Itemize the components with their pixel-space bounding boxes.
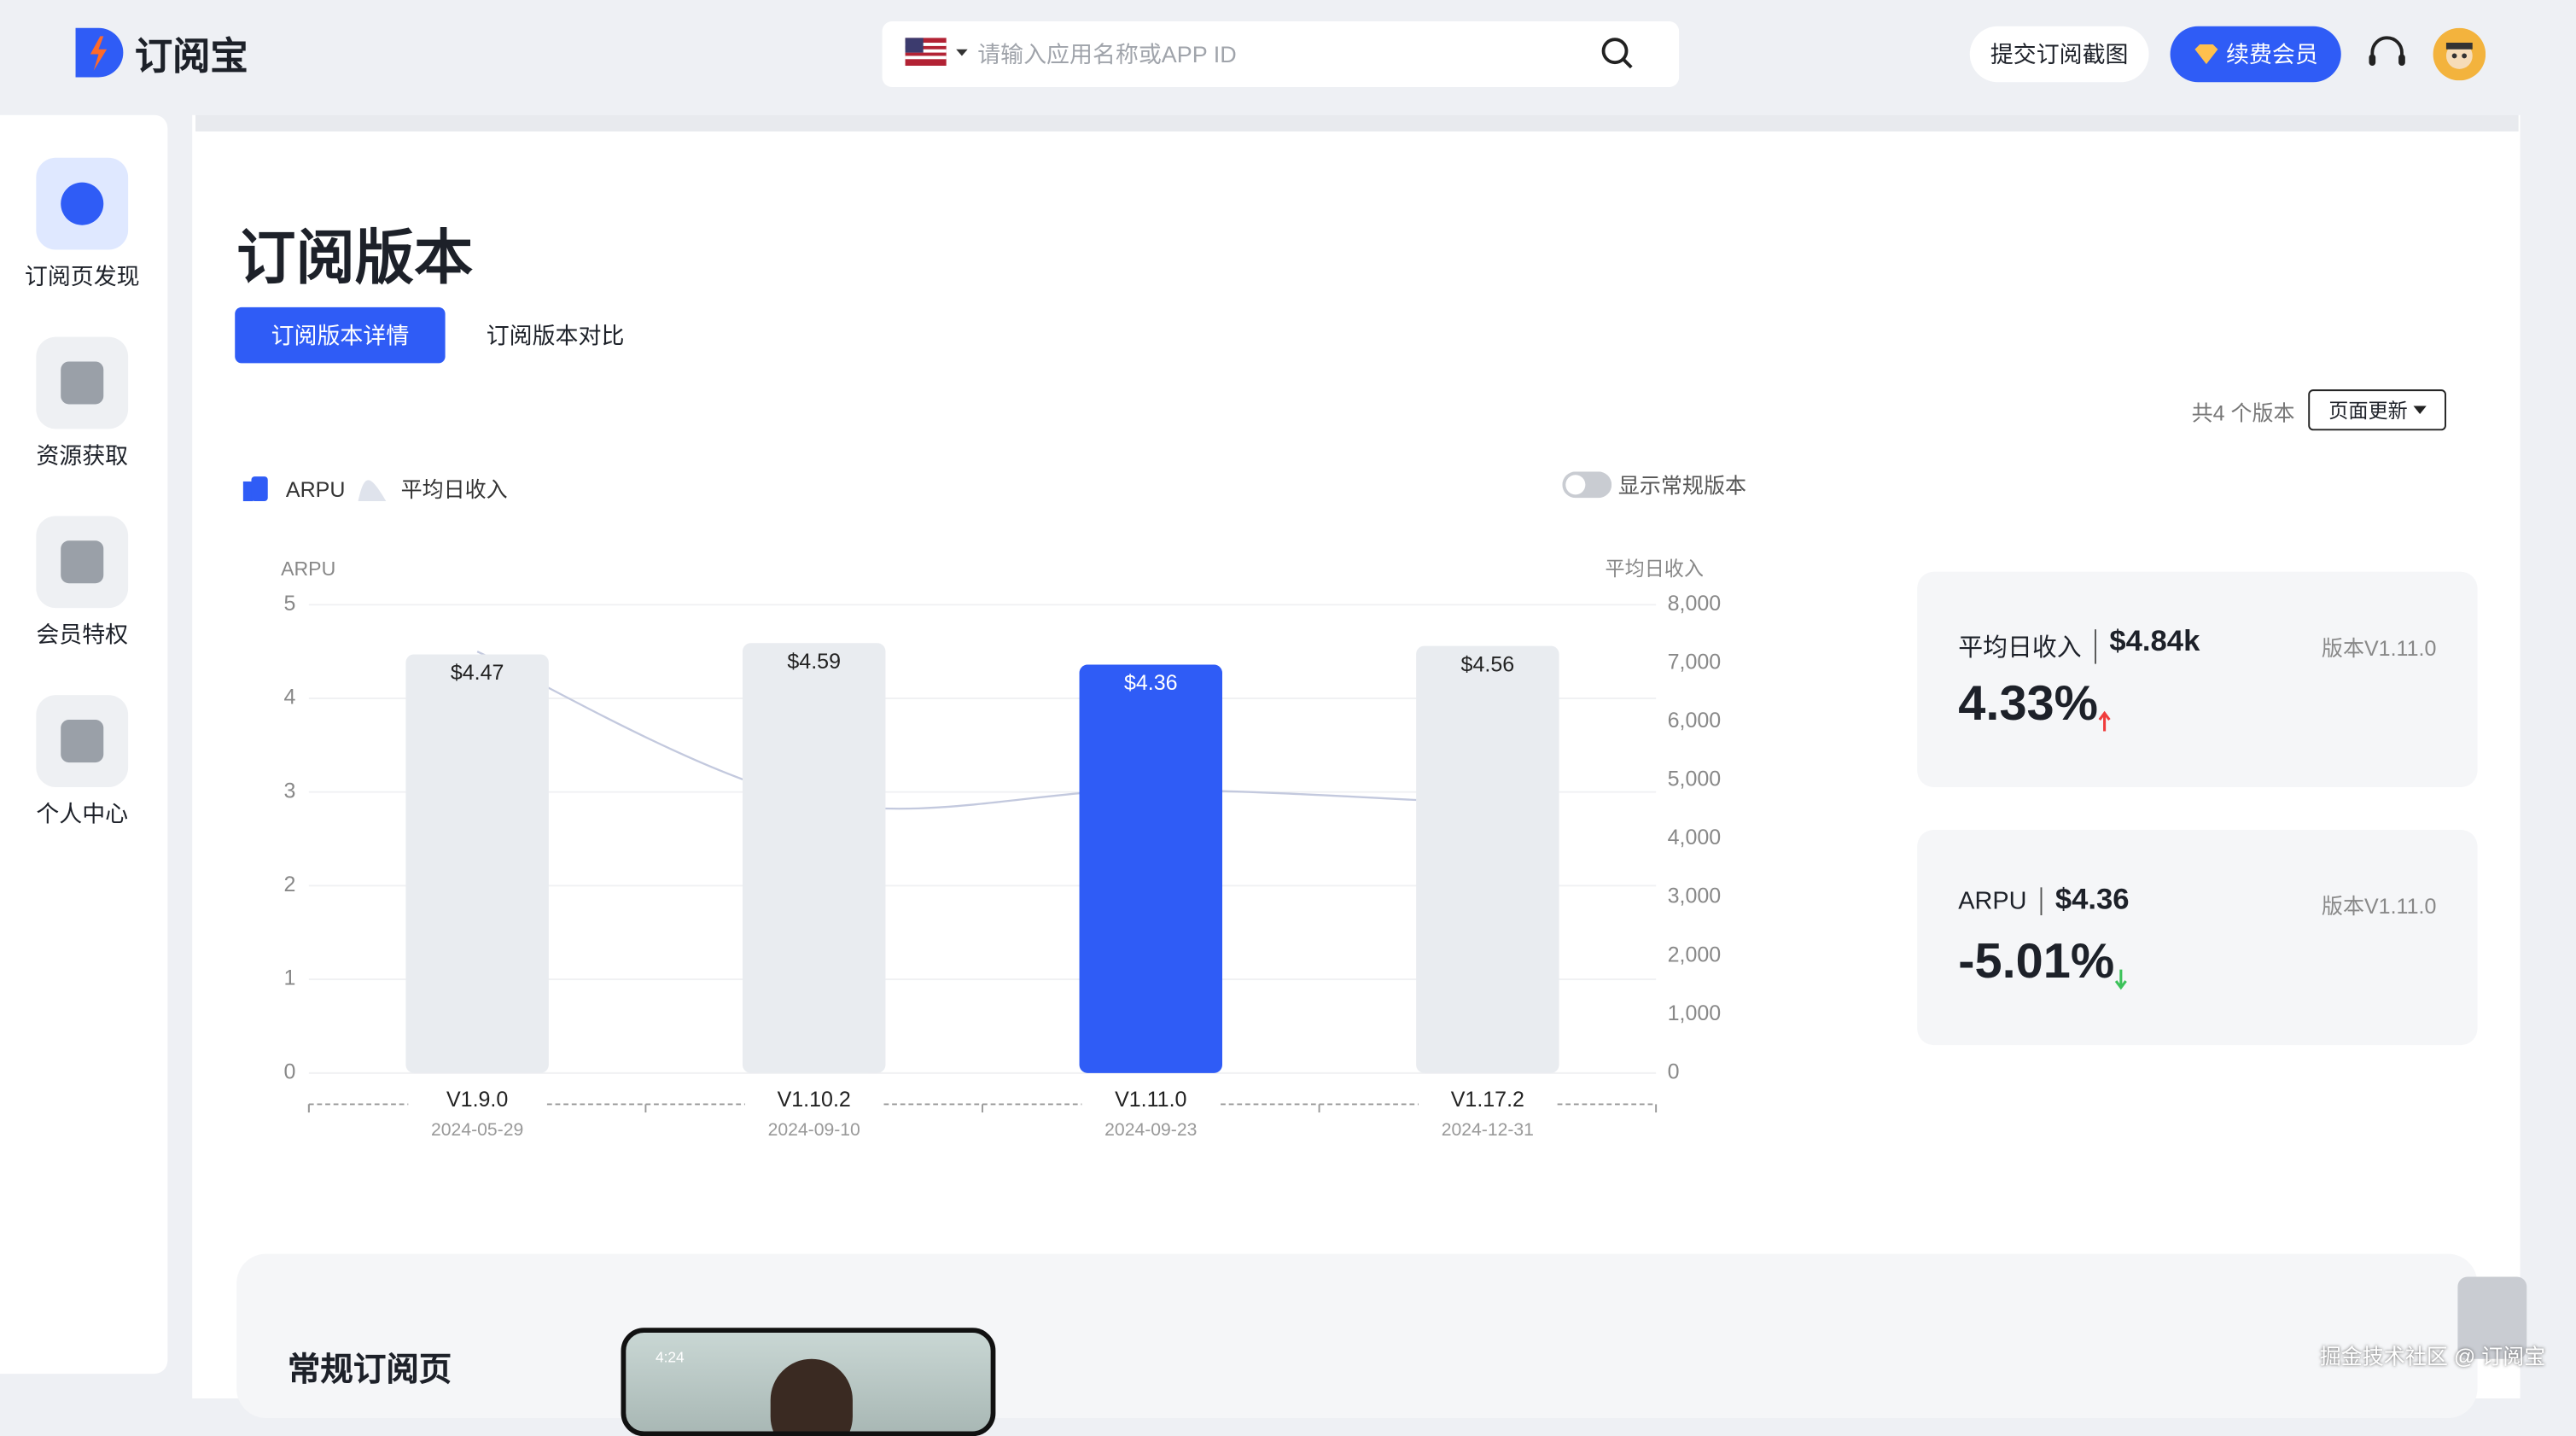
watermark: 掘金技术社区 @ 订阅宝 [2319,1344,2546,1369]
metric-change: -5.01% [1958,935,2127,990]
metric-card: ARPU $4.36 版本V1.11.0 -5.01% [1917,829,2478,1046]
search-box[interactable]: 请输入应用名称或APP ID [882,21,1680,88]
metric-value: $4.84k [2109,624,2200,657]
bottom-panel [236,1253,2478,1419]
renew-button[interactable]: 续费会员 [2170,26,2341,83]
sidebar-icon [36,157,129,250]
toggle[interactable]: 显示常规版本 [1562,469,1746,500]
trend-arrow [2114,969,2127,990]
metric-change-value: -5.01% [1958,935,2115,989]
search-placeholder: 请输入应用名称或APP ID [977,41,1237,67]
sidebar-label: 资源获取 [36,441,129,469]
sidebar-icon [36,336,129,429]
metric-label: ARPU [1958,887,2042,916]
caret [2412,405,2426,414]
tab-active[interactable]: 订阅版本详情 [235,306,446,364]
sidebar-glyph [61,720,104,763]
app-screen: 订阅宝 请输入应用名称或APP ID 提交订阅截图 续费会员 订阅页发现资源获取… [0,21,2546,1436]
logo-text: 订阅宝 [134,34,248,78]
sidebar-label: 订阅页发现 [24,262,140,289]
trend-arrow-shape [2098,710,2111,732]
metric-card: 平均日收入 $4.84k 版本V1.11.0 4.33% [1917,571,2478,787]
search-icon[interactable] [1600,36,1636,72]
top-strip [195,114,2519,131]
scroll-top-button[interactable] [2457,1276,2527,1359]
renew-text: 续费会员 [2226,41,2318,67]
sidebar-label: 个人中心 [36,800,129,827]
logo[interactable]: 订阅宝 [73,25,248,80]
metric-change: 4.33% [1958,677,2111,733]
sidebar-glyph [61,182,104,225]
metric-version: 版本V1.11.0 [2321,635,2437,661]
sidebar-item[interactable]: 资源获取 [0,336,164,517]
tab[interactable]: 订阅版本对比 [486,322,625,349]
sidebar-item[interactable]: 会员特权 [0,516,164,695]
sidebar-label: 会员特权 [36,621,129,648]
bottom-title: 常规订阅页 [287,1352,452,1389]
phone-mockup: 4:24 [621,1328,996,1436]
sort-select-text: 页面更新 [2328,399,2408,423]
metric-value: $4.36 [2054,882,2130,916]
support-icon[interactable] [2366,34,2409,73]
phone-photo [770,1358,853,1432]
vip-icon [2194,44,2218,65]
sidebar-item[interactable]: 个人中心 [0,695,164,874]
sidebar-menu: 订阅页发现资源获取会员特权个人中心 [0,157,164,874]
metric-label: 平均日收入 [1958,629,2096,664]
submit-button[interactable]: 提交订阅截图 [1969,26,2149,83]
sidebar-glyph [61,361,104,405]
sidebar-item[interactable]: 订阅页发现 [0,157,164,337]
toggle-switch[interactable] [1562,470,1612,498]
sidebar-icon [36,695,129,787]
trend-arrow-shape [2114,969,2127,990]
phone-time: 4:24 [655,1349,685,1366]
sort-select[interactable]: 页面更新 [2308,389,2446,431]
avatar[interactable] [2433,27,2486,81]
version-count: 共4 个版本 [2191,400,2295,426]
page-title: 订阅版本 [236,223,474,291]
toggle-label: 显示常规版本 [1617,473,1747,499]
sidebar-glyph [61,540,104,584]
metric-version: 版本V1.11.0 [2321,894,2437,919]
flag-dropdown[interactable] [905,38,978,70]
metric-change-value: 4.33% [1958,676,2099,732]
logo-icon [75,27,124,78]
sidebar-icon [36,516,129,609]
trend-arrow [2098,710,2111,732]
